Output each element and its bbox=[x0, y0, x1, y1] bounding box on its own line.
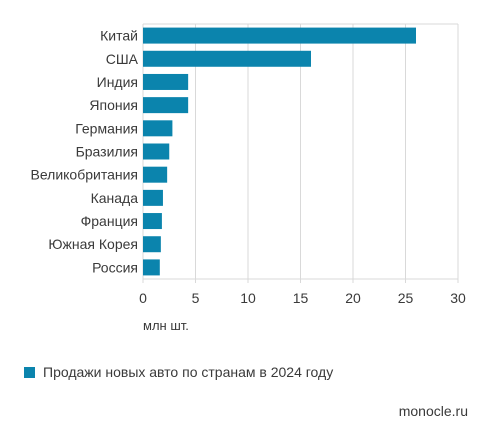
bar bbox=[143, 189, 163, 206]
legend-label: Продажи новых авто по странам в 2024 год… bbox=[43, 364, 334, 380]
bar bbox=[143, 236, 161, 253]
category-label: Япония bbox=[89, 97, 138, 113]
category-label: Германия bbox=[75, 120, 138, 136]
category-label: Индия bbox=[97, 74, 138, 90]
x-tick-label: 15 bbox=[293, 290, 309, 306]
category-label: Канада bbox=[91, 190, 139, 206]
bar bbox=[143, 213, 162, 230]
x-tick-label: 5 bbox=[192, 290, 200, 306]
legend-swatch bbox=[24, 366, 35, 378]
bars bbox=[143, 27, 416, 276]
bar bbox=[143, 259, 160, 276]
x-axis-unit-label: млн шт. bbox=[143, 318, 189, 333]
grid-lines bbox=[142, 23, 459, 283]
x-tick-label: 25 bbox=[398, 290, 414, 306]
x-tick-label: 10 bbox=[240, 290, 256, 306]
bar bbox=[143, 73, 189, 90]
bar bbox=[143, 120, 173, 137]
x-tick-label: 0 bbox=[139, 290, 147, 306]
category-label: Южная Корея bbox=[48, 236, 138, 252]
source-label: monocle.ru bbox=[398, 403, 468, 419]
bar bbox=[143, 166, 168, 183]
category-label: Китай bbox=[100, 28, 138, 44]
category-label: Великобритания bbox=[30, 167, 138, 183]
category-labels: Китай США Индия Япония Германия Бразилия Велик… bbox=[30, 28, 138, 276]
bar bbox=[143, 97, 189, 114]
category-label: Россия bbox=[92, 259, 138, 275]
x-tick-label: 30 bbox=[450, 290, 466, 306]
category-label: США bbox=[106, 51, 139, 67]
x-tick-label: 20 bbox=[345, 290, 361, 306]
legend: Продажи новых авто по странам в 2024 год… bbox=[24, 364, 333, 380]
bar bbox=[143, 50, 311, 67]
category-label: Франция bbox=[81, 213, 138, 229]
bar bbox=[143, 143, 170, 160]
x-tick-labels: 0 5 10 15 20 25 30 bbox=[139, 290, 466, 306]
category-label: Бразилия bbox=[76, 144, 138, 160]
bar bbox=[143, 27, 416, 44]
